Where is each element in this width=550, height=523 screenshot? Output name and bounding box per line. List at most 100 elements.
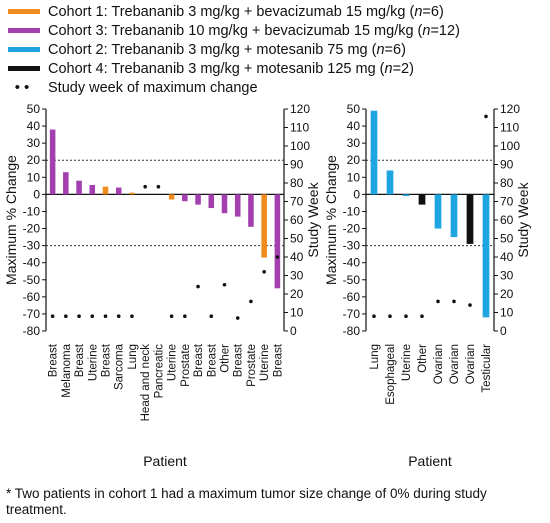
bar bbox=[76, 180, 82, 195]
y-axis-title: Maximum % Change bbox=[3, 155, 19, 285]
bar bbox=[248, 194, 254, 227]
category-label: Sarcoma bbox=[114, 343, 126, 390]
y2-tick-label: 110 bbox=[290, 121, 309, 135]
y2-tick-label: 110 bbox=[500, 121, 519, 135]
y-tick-label: 50 bbox=[27, 102, 41, 116]
y-tick-label: -10 bbox=[23, 204, 41, 218]
category-label: Esophageal bbox=[385, 344, 397, 405]
category-label: Head and neck bbox=[140, 344, 152, 422]
y2-tick-label: 60 bbox=[500, 213, 514, 227]
study-week-dot bbox=[50, 314, 55, 319]
category-label: Testicular bbox=[481, 344, 493, 393]
category-label: Melanoma bbox=[61, 343, 73, 397]
category-label: Uterine bbox=[401, 344, 413, 381]
category-label: Breast bbox=[74, 343, 86, 377]
y2-tick-label: 100 bbox=[500, 139, 520, 153]
bar bbox=[129, 192, 135, 195]
y-tick-label: -30 bbox=[343, 239, 361, 253]
y-tick-label: -10 bbox=[343, 204, 361, 218]
bar bbox=[434, 194, 442, 229]
footnote: * Two patients in cohort 1 had a maximum… bbox=[6, 486, 487, 517]
legend-label: Cohort 4: Trebananib 3 mg/kg + motesanib… bbox=[48, 60, 414, 77]
bar bbox=[168, 194, 175, 200]
y-tick-label: -70 bbox=[23, 307, 41, 321]
y-tick-label: 30 bbox=[347, 136, 361, 150]
y2-tick-label: 80 bbox=[290, 176, 304, 190]
study-week-dot bbox=[169, 314, 174, 319]
bar bbox=[234, 194, 241, 217]
legend-swatch bbox=[8, 9, 40, 14]
category-label: Pancreatic bbox=[153, 344, 165, 399]
bar bbox=[450, 194, 458, 238]
study-week-dot bbox=[235, 316, 240, 320]
category-label: Breast bbox=[206, 343, 218, 377]
y-tick-label: -50 bbox=[23, 273, 41, 287]
y2-tick-label: 0 bbox=[290, 324, 297, 338]
y-tick-label: 40 bbox=[27, 119, 41, 133]
legend-item: Cohort 3: Trebananib 10 mg/kg + bevacizu… bbox=[8, 21, 460, 40]
y-tick-label: -60 bbox=[23, 290, 41, 304]
y-axis-title: Maximum % Change bbox=[323, 155, 339, 285]
study-week-dot bbox=[156, 184, 161, 189]
bar bbox=[89, 184, 96, 195]
y-tick-label: -20 bbox=[23, 222, 41, 236]
y2-tick-label: 10 bbox=[290, 306, 304, 320]
study-week-dot bbox=[183, 314, 187, 319]
study-week-dot bbox=[484, 114, 488, 119]
y2-tick-label: 100 bbox=[290, 139, 310, 153]
y-tick-label: 20 bbox=[27, 153, 41, 167]
category-label: Uterine bbox=[259, 344, 271, 381]
bar bbox=[182, 194, 188, 202]
category-label: Other bbox=[220, 344, 232, 373]
bar bbox=[102, 186, 109, 195]
y-tick-label: 0 bbox=[33, 187, 40, 201]
y-tick-label: 0 bbox=[353, 187, 360, 201]
y2-tick-label: 60 bbox=[290, 213, 304, 227]
bar bbox=[274, 194, 281, 289]
bar bbox=[63, 172, 69, 195]
bar bbox=[418, 194, 426, 205]
study-week-dot bbox=[130, 314, 134, 319]
study-week-dot bbox=[64, 314, 68, 319]
legend-item: Cohort 4: Trebananib 3 mg/kg + motesanib… bbox=[8, 59, 460, 78]
bar bbox=[482, 194, 490, 318]
category-label: Breast bbox=[101, 343, 113, 377]
category-label: Uterine bbox=[87, 344, 99, 381]
study-week-dot bbox=[388, 314, 392, 319]
y2-tick-label: 70 bbox=[500, 195, 514, 209]
y2-tick-label: 90 bbox=[290, 158, 304, 172]
legend-label: Study week of maximum change bbox=[48, 79, 258, 96]
study-week-dot bbox=[222, 282, 227, 287]
category-label: Breast bbox=[272, 343, 284, 377]
legend-label: Cohort 1: Trebananib 3 mg/kg + bevacizum… bbox=[48, 3, 444, 20]
y-tick-label: -40 bbox=[23, 256, 41, 270]
y2-tick-label: 120 bbox=[500, 102, 520, 116]
y2-tick-label: 30 bbox=[290, 269, 304, 283]
y-tick-label: -80 bbox=[23, 324, 41, 338]
category-label: Breast bbox=[48, 343, 60, 377]
y2-tick-label: 20 bbox=[500, 287, 514, 301]
study-week-dot bbox=[249, 299, 253, 304]
bar bbox=[402, 194, 410, 197]
study-week-dot bbox=[275, 255, 280, 259]
y2-tick-label: 70 bbox=[290, 195, 304, 209]
bar bbox=[115, 187, 122, 195]
y-tick-label: -50 bbox=[343, 273, 361, 287]
category-label: Other bbox=[417, 344, 429, 373]
x-axis-title: Patient bbox=[408, 453, 452, 469]
study-week-dot bbox=[90, 314, 95, 319]
study-week-dot bbox=[420, 314, 424, 319]
category-label: Ovarian bbox=[449, 344, 461, 384]
y2-tick-label: 90 bbox=[500, 158, 514, 172]
category-label: Breast bbox=[193, 343, 205, 377]
y-tick-label: 30 bbox=[27, 136, 41, 150]
y-tick-label: -60 bbox=[343, 290, 361, 304]
category-label: Prostate bbox=[180, 344, 192, 387]
bar bbox=[221, 194, 228, 214]
y-tick-label: -20 bbox=[343, 222, 361, 236]
y2-tick-label: 40 bbox=[290, 250, 304, 264]
study-week-dot bbox=[143, 184, 147, 189]
y-tick-label: -70 bbox=[343, 307, 361, 321]
y2-axis-title: Study Week bbox=[305, 181, 321, 257]
